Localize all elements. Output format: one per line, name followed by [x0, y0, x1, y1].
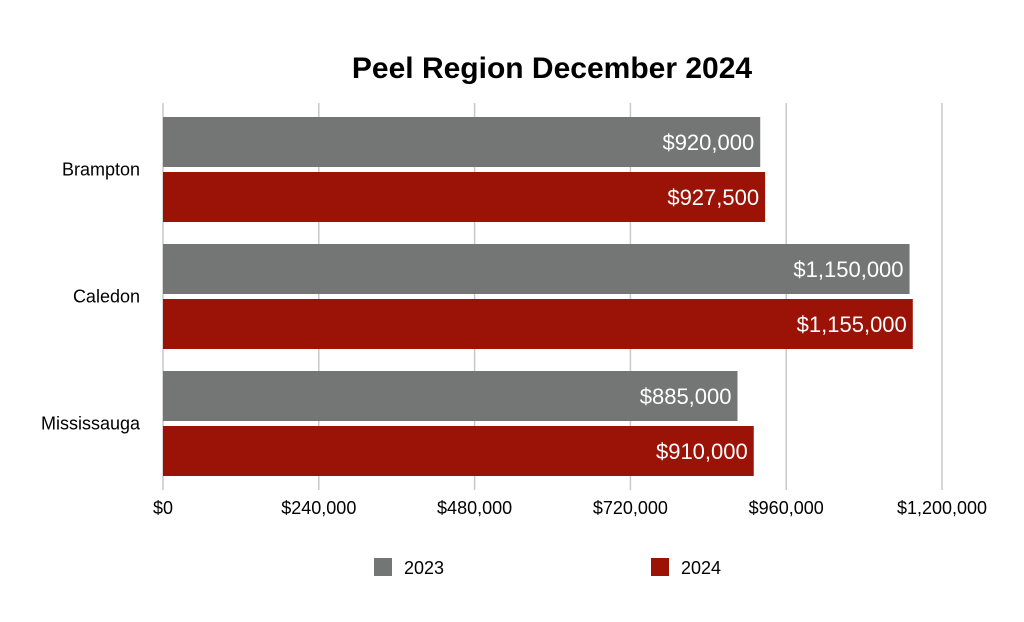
bar-data-label: $1,155,000 — [797, 312, 907, 337]
bar — [163, 426, 754, 476]
x-tick-label: $0 — [153, 498, 173, 518]
x-tick-label: $720,000 — [593, 498, 668, 518]
bar-data-label: $920,000 — [662, 130, 754, 155]
bar — [163, 299, 913, 349]
x-tick-label: $1,200,000 — [897, 498, 987, 518]
x-axis-ticks: $0 $240,000 $480,000 $720,000 $960,000 $1,200… — [153, 498, 987, 518]
legend-label: 2024 — [681, 558, 721, 578]
x-tick-label: $240,000 — [281, 498, 356, 518]
category-label: Brampton — [62, 160, 140, 180]
legend: 2023 2024 — [374, 558, 721, 578]
bar — [163, 172, 766, 222]
category-label: Mississauga — [41, 414, 141, 434]
x-tick-label: $960,000 — [749, 498, 824, 518]
bar-data-label: $1,150,000 — [793, 257, 903, 282]
bar-data-label: $910,000 — [656, 439, 748, 464]
bar-data-label: $927,500 — [667, 185, 759, 210]
category-labels: Brampton Caledon Mississauga — [41, 160, 141, 434]
bar — [163, 117, 761, 167]
bars: $920,000 $927,500 $1,150,000 $1,155,000 $885… — [163, 117, 913, 476]
legend-swatch — [651, 558, 669, 576]
gridlines — [162, 103, 943, 490]
bar-data-label: $885,000 — [640, 384, 732, 409]
legend-swatch — [374, 558, 392, 576]
bar — [163, 371, 738, 421]
x-tick-label: $480,000 — [437, 498, 512, 518]
category-label: Caledon — [73, 287, 140, 307]
bar — [163, 244, 910, 294]
chart-title: Peel Region December 2024 — [352, 52, 753, 85]
legend-label: 2023 — [404, 558, 444, 578]
